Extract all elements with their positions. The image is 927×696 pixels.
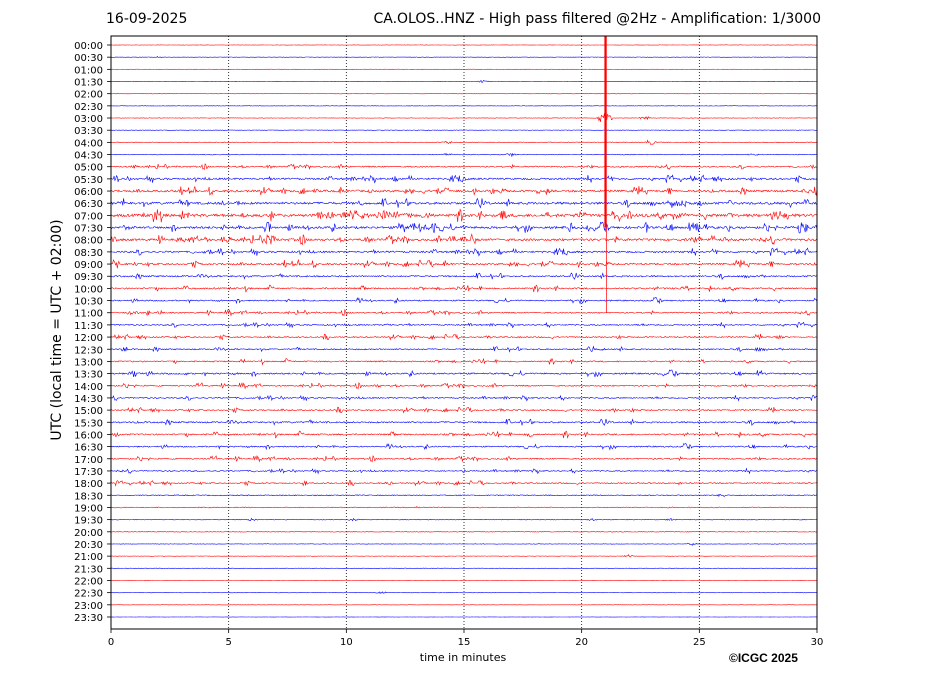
trace-1800 <box>110 480 818 487</box>
y-tick-label-2100: 21:00 <box>74 552 103 563</box>
y-tick-label-1200: 12:00 <box>74 333 103 344</box>
trace-1400 <box>110 382 818 390</box>
y-tick-label-2030: 20:30 <box>74 540 103 551</box>
trace-1430 <box>110 394 818 402</box>
trace-1230 <box>110 345 817 353</box>
y-tick-label-0030: 00:30 <box>74 53 103 64</box>
x-tick-label-5: 5 <box>225 637 231 648</box>
trace-1830 <box>111 493 818 498</box>
trace-1530 <box>110 418 818 427</box>
y-tick-label-1300: 13:00 <box>74 357 103 368</box>
y-tick-label-0630: 06:30 <box>74 199 103 210</box>
y-tick-label-1330: 13:30 <box>74 370 103 381</box>
y-tick-label-1100: 11:00 <box>74 309 103 320</box>
y-tick-label-0400: 04:00 <box>74 138 103 149</box>
trace-0030 <box>110 55 818 59</box>
y-tick-label-1830: 18:30 <box>74 491 103 502</box>
x-tick-label-10: 10 <box>340 637 353 648</box>
x-axis-label: time in minutes <box>419 651 507 664</box>
y-tick-label-1530: 15:30 <box>74 418 103 429</box>
y-tick-label-1500: 15:00 <box>74 406 103 417</box>
y-tick-label-0230: 02:30 <box>74 102 103 113</box>
y-tick-label-0300: 03:00 <box>74 114 103 125</box>
trace-1930 <box>110 517 818 522</box>
trace-1330 <box>110 369 817 378</box>
chart-title: CA.OLOS..HNZ - High pass filtered @2Hz -… <box>373 11 821 27</box>
trace-0630 <box>110 197 818 209</box>
y-tick-label-2130: 21:30 <box>74 564 103 575</box>
x-tick-label-15: 15 <box>458 637 471 648</box>
x-tick-label-30: 30 <box>811 637 824 648</box>
y-tick-label-1930: 19:30 <box>74 516 103 527</box>
y-tick-label-1430: 14:30 <box>74 394 103 405</box>
y-tick-label-2230: 22:30 <box>74 589 103 600</box>
trace-0930 <box>110 272 818 281</box>
y-tick-label-0200: 02:00 <box>74 90 103 101</box>
y-tick-label-0800: 08:00 <box>74 236 103 247</box>
trace-1600 <box>110 430 818 439</box>
trace-0130 <box>110 79 818 84</box>
y-tick-label-2300: 23:00 <box>74 601 103 612</box>
y-tick-label-0330: 03:30 <box>74 126 103 137</box>
trace-1900 <box>110 505 818 509</box>
y-tick-label-2000: 20:00 <box>74 528 103 539</box>
y-tick-label-1700: 17:00 <box>74 455 103 466</box>
y-tick-label-0900: 09:00 <box>74 260 103 271</box>
trace-1030 <box>110 297 818 305</box>
trace-0300 <box>110 111 818 124</box>
trace-1000 <box>110 284 818 293</box>
y-tick-label-1000: 10:00 <box>74 284 103 295</box>
trace-1700 <box>110 455 818 463</box>
x-tick-label-20: 20 <box>575 637 588 648</box>
y-tick-label-1630: 16:30 <box>74 443 103 454</box>
trace-0730 <box>110 221 818 234</box>
y-tick-label-0700: 07:00 <box>74 211 103 222</box>
y-tick-label-0930: 09:30 <box>74 272 103 283</box>
y-tick-label-1130: 11:30 <box>74 321 103 332</box>
y-tick-label-0530: 05:30 <box>74 175 103 186</box>
trace-0530 <box>110 174 818 184</box>
trace-0700 <box>110 208 818 223</box>
y-tick-label-0000: 00:00 <box>74 41 103 52</box>
trace-1130 <box>110 321 817 329</box>
trace-1500 <box>111 406 818 414</box>
date-label: 16-09-2025 <box>106 11 188 27</box>
y-tick-label-0500: 05:00 <box>74 163 103 174</box>
y-tick-label-1730: 17:30 <box>74 467 103 478</box>
y-tick-label-1230: 12:30 <box>74 345 103 356</box>
trace-1630 <box>110 443 818 451</box>
y-tick-label-0600: 06:00 <box>74 187 103 198</box>
trace-2030 <box>110 542 818 546</box>
trace-1730 <box>110 467 818 475</box>
trace-0500 <box>110 163 818 171</box>
trace-0800 <box>110 233 818 246</box>
trace-0830 <box>110 247 818 257</box>
trace-0600 <box>110 186 818 196</box>
trace-1200 <box>110 333 818 341</box>
trace-2000 <box>110 531 817 533</box>
trace-1300 <box>110 357 818 366</box>
trace-1100 <box>110 309 818 317</box>
y-tick-label-2200: 22:00 <box>74 576 103 587</box>
trace-2100 <box>110 554 818 558</box>
y-tick-label-0130: 01:30 <box>74 78 103 89</box>
x-tick-label-25: 25 <box>693 637 706 648</box>
copyright-label: ©ICGC 2025 <box>729 651 798 665</box>
y-tick-label-0100: 01:00 <box>74 65 103 76</box>
trace-0430 <box>110 152 818 158</box>
y-tick-label-1900: 19:00 <box>74 503 103 514</box>
y-tick-label-0830: 08:30 <box>74 248 103 259</box>
trace-0400 <box>110 139 818 145</box>
trace-2230 <box>110 591 817 595</box>
y-tick-label-1600: 16:00 <box>74 430 103 441</box>
y-tick-label-1800: 18:00 <box>74 479 103 490</box>
y-tick-label-0730: 07:30 <box>74 224 103 235</box>
trace-0900 <box>110 259 818 269</box>
x-tick-label-0: 0 <box>108 637 114 648</box>
y-tick-label-2330: 23:30 <box>74 613 103 624</box>
y-tick-label-1400: 14:00 <box>74 382 103 393</box>
y-tick-label-0430: 04:30 <box>74 151 103 162</box>
y-tick-label-1030: 10:30 <box>74 297 103 308</box>
